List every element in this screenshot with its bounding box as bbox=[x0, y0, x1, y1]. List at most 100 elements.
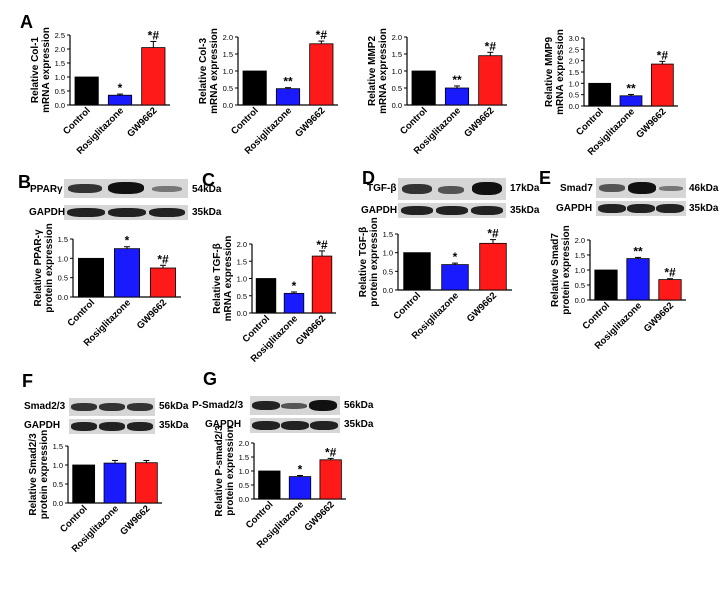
x-tick-label-c: GW9662 bbox=[294, 313, 328, 347]
y-tick-label-a2: 2.0 bbox=[223, 33, 233, 42]
x-tick-label-a1: Control bbox=[61, 105, 93, 137]
blot-e-loading-kda: 35kDa bbox=[689, 203, 719, 214]
blot-b-target-label: PPARγ bbox=[30, 184, 63, 195]
y-axis-label-line: mRNA expression bbox=[41, 27, 52, 113]
panel-letter-g: G bbox=[203, 369, 217, 389]
y-tick-label-a1: 0.5 bbox=[55, 87, 65, 96]
blot-d-target-kda: 17kDa bbox=[510, 183, 540, 194]
y-tick-label-d: 1.0 bbox=[383, 249, 393, 258]
bar-a3-rosiglitazone bbox=[444, 87, 470, 106]
y-axis-label-line: mRNA expression bbox=[223, 236, 234, 322]
x-tick-label-a2: Control bbox=[229, 105, 261, 137]
y-axis-label-line: Relative MMP2 bbox=[367, 36, 378, 106]
y-axis-label-line: Relative Smad7 bbox=[550, 233, 561, 307]
y-axis-label-d: Relative TGF-βprotein expression bbox=[358, 217, 380, 306]
bar-a4-gw9662 bbox=[650, 63, 674, 107]
blot-f-loading-kda: 35kDa bbox=[159, 420, 189, 431]
y-tick-label-b: 1.0 bbox=[58, 254, 68, 263]
y-tick-label-e: 0.0 bbox=[575, 296, 585, 305]
y-tick-label-d: 0.5 bbox=[383, 267, 393, 276]
x-tick-label-d: Control bbox=[391, 290, 423, 322]
y-axis-label-g: Relative P-smad2/3protein expression bbox=[214, 425, 236, 517]
blot-b-loading-kda: 35kDa bbox=[192, 207, 222, 218]
significance-mark-g: * bbox=[298, 462, 303, 476]
y-axis-label-line: Relative P-smad2/3 bbox=[214, 425, 225, 517]
blot-e-target-label: Smad7 bbox=[560, 183, 593, 194]
panel-letter-a: A bbox=[20, 12, 33, 32]
blot-d-loading-kda: 35kDa bbox=[510, 205, 540, 216]
x-tick-label-a3: Control bbox=[398, 105, 430, 137]
significance-mark-a1: * bbox=[118, 81, 123, 95]
y-axis-label-a2: Relative Col-3mRNA expression bbox=[198, 28, 220, 114]
significance-mark-a2: *# bbox=[316, 28, 328, 42]
blot-g-gapdh-strip bbox=[250, 418, 340, 433]
y-tick-label-g: 1.0 bbox=[239, 467, 249, 476]
bar-a4-rosiglitazone bbox=[619, 95, 643, 107]
x-tick-label-d: GW9662 bbox=[465, 290, 499, 324]
y-axis-label-e: Relative Smad7protein expression bbox=[550, 225, 572, 314]
blot-g-target-label: P-Smad2/3 bbox=[192, 400, 244, 411]
x-tick-label-b: GW9662 bbox=[135, 297, 169, 331]
y-axis-label-line: Relative PPAR-γ bbox=[33, 229, 44, 307]
y-tick-label-a2: 0.5 bbox=[223, 84, 233, 93]
x-tick-label-g: GW9662 bbox=[302, 499, 336, 533]
y-tick-label-g: 1.5 bbox=[239, 453, 249, 462]
blot-g-target-kda: 56kDa bbox=[344, 400, 374, 411]
significance-mark-c: *# bbox=[316, 238, 328, 252]
bar-a1-rosiglitazone bbox=[107, 94, 133, 106]
blot-g-loading-kda: 35kDa bbox=[344, 419, 374, 430]
y-axis-label-line: Relative Smad2/3 bbox=[28, 433, 39, 516]
y-axis-label-line: mRNA expression bbox=[378, 28, 389, 114]
y-axis-label-line: Relative TGF-β bbox=[212, 243, 223, 314]
bar-b-gw9662 bbox=[149, 267, 176, 298]
y-tick-label-a4: 1.0 bbox=[569, 79, 579, 88]
y-axis-label-a4: Relative MMP9mRNA expression bbox=[544, 29, 566, 115]
y-axis-label-line: protein expression bbox=[39, 430, 50, 519]
blot-e-loading-label: GAPDH bbox=[556, 203, 593, 214]
significance-mark-d: *# bbox=[487, 227, 499, 241]
y-axis-label-f: Relative Smad2/3protein expression bbox=[28, 430, 50, 519]
blot-d-loading-label: GAPDH bbox=[361, 205, 398, 216]
significance-mark-e: *# bbox=[664, 266, 676, 280]
significance-mark-e: ** bbox=[633, 244, 643, 258]
y-tick-label-a4: 1.5 bbox=[569, 68, 579, 77]
x-tick-label-e: GW9662 bbox=[642, 300, 676, 334]
significance-mark-a4: ** bbox=[626, 81, 636, 95]
y-tick-label-e: 1.0 bbox=[575, 266, 585, 275]
y-tick-label-a3: 1.5 bbox=[392, 50, 402, 59]
blot-b-gapdh-strip bbox=[64, 205, 188, 220]
bar-b-control bbox=[78, 257, 105, 298]
bar-c-rosiglitazone bbox=[283, 292, 305, 314]
y-axis-label-c: Relative TGF-βmRNA expression bbox=[212, 236, 234, 322]
panel-letter-b: B bbox=[18, 172, 31, 192]
y-axis-label-b: Relative PPAR-γprotein expression bbox=[33, 223, 55, 312]
panel-letter-f: F bbox=[22, 371, 33, 391]
panel-letter-d: D bbox=[362, 168, 375, 188]
bar-g-control bbox=[258, 470, 281, 500]
bar-g-gw9662 bbox=[319, 459, 342, 500]
significance-mark-c: * bbox=[292, 279, 297, 293]
significance-mark-a4: *# bbox=[657, 48, 669, 62]
significance-mark-b: * bbox=[125, 234, 130, 248]
y-tick-label-f: 1.0 bbox=[53, 461, 63, 470]
y-tick-label-f: 0.0 bbox=[53, 499, 63, 508]
bar-c-control bbox=[255, 278, 277, 314]
y-axis-label-line: protein expression bbox=[561, 225, 572, 314]
y-tick-label-b: 1.5 bbox=[58, 235, 68, 244]
bar-e-gw9662 bbox=[658, 279, 682, 301]
y-tick-label-a4: 3.0 bbox=[569, 34, 579, 43]
y-tick-label-b: 0.5 bbox=[58, 274, 68, 283]
panel-letter-c: C bbox=[202, 170, 215, 190]
y-tick-label-a4: 0.0 bbox=[569, 102, 579, 111]
bar-a2-gw9662 bbox=[309, 43, 334, 106]
y-axis-label-line: protein expression bbox=[225, 426, 236, 515]
y-tick-label-e: 1.5 bbox=[575, 251, 585, 260]
y-tick-label-f: 1.5 bbox=[53, 442, 63, 451]
bar-b-rosiglitazone bbox=[114, 248, 141, 298]
y-axis-label-a1: Relative Col-1mRNA expression bbox=[30, 27, 52, 113]
y-tick-label-g: 0.0 bbox=[239, 495, 249, 504]
